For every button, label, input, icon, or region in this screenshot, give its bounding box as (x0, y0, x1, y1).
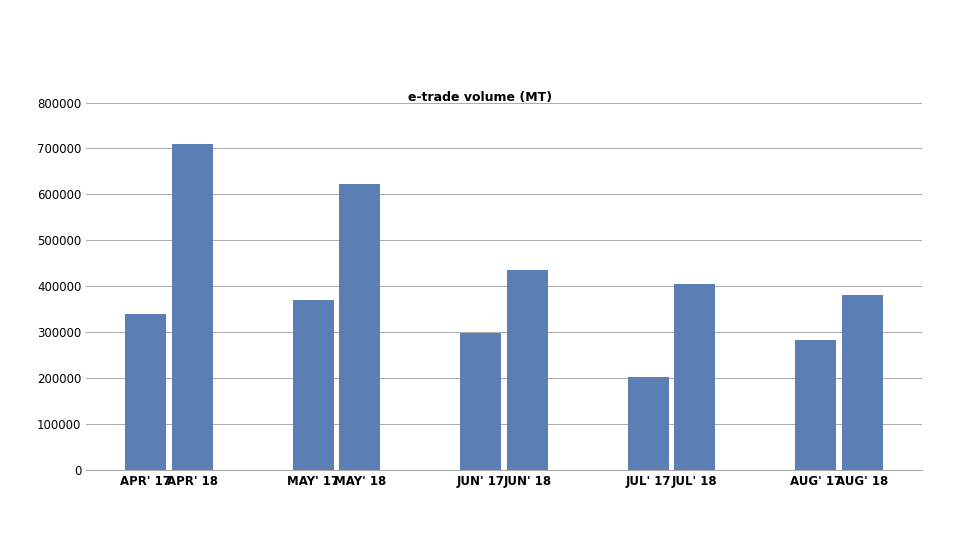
Bar (795, 340, 836, 470)
Bar (172, 144, 213, 470)
Bar (628, 377, 669, 470)
Text: e-trade volume (MT): e-trade volume (MT) (408, 91, 552, 104)
Bar (507, 270, 548, 470)
Bar (842, 295, 882, 470)
Bar (339, 184, 380, 470)
Bar (460, 333, 501, 470)
Bar (126, 314, 166, 470)
Bar (293, 300, 334, 470)
Text: e-Trade Analysis (Apr-Aug  ‘ 17 Vs Apr-Aug   ‘ 18): e-Trade Analysis (Apr-Aug ‘ 17 Vs Apr-Au… (58, 23, 826, 51)
Bar (674, 284, 715, 470)
